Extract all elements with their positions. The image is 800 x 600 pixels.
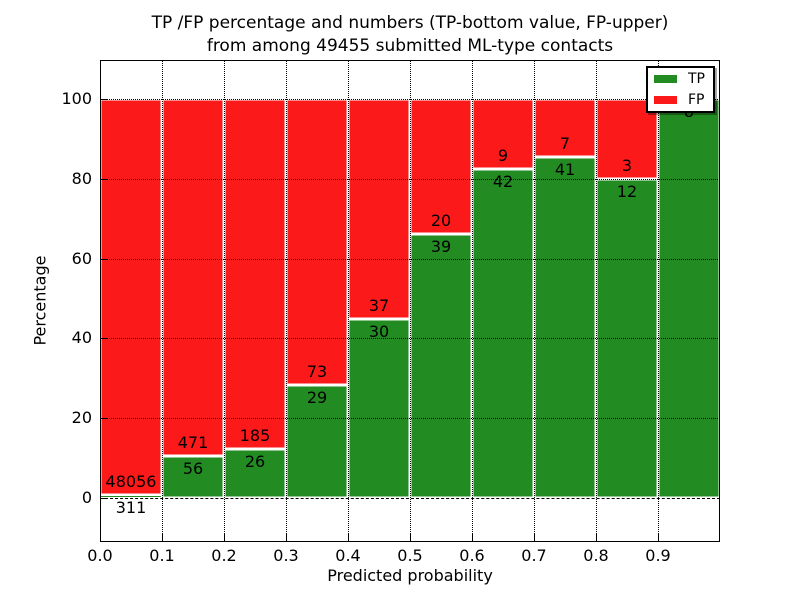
- y-tick-label: 40: [71, 328, 92, 348]
- fp-count-label: 73: [306, 361, 328, 381]
- x-tick-label: 0.5: [397, 546, 423, 565]
- x-axis-label: Predicted probability: [327, 566, 493, 585]
- gridline-vertical: [162, 60, 163, 542]
- x-tick-label: 0.4: [335, 546, 361, 565]
- fp-count-label: 185: [239, 425, 271, 445]
- x-tick-label: 0.8: [583, 546, 609, 565]
- gridline-vertical: [286, 60, 287, 542]
- bar-segment-fp: [534, 99, 596, 158]
- y-tick-mark: [100, 498, 107, 499]
- bar-segment-tp: [100, 495, 162, 498]
- tp-count-label: 29: [306, 387, 328, 407]
- x-tick-mark: [472, 534, 473, 541]
- bar-segment-tp: [348, 319, 410, 498]
- bar-segment-fp: [286, 99, 348, 385]
- x-tick-mark: [162, 534, 163, 541]
- legend-item: FP: [648, 90, 713, 110]
- gridline-vertical: [224, 60, 225, 542]
- gridline-vertical: [410, 60, 411, 542]
- bar-segment-fp: [348, 99, 410, 320]
- gridline-horizontal: [100, 418, 720, 420]
- x-tick-label: 0.9: [645, 546, 671, 565]
- x-tick-mark: [410, 534, 411, 541]
- gridline-horizontal: [100, 178, 720, 180]
- chart-title: TP /FP percentage and numbers (TP-bottom…: [110, 12, 710, 58]
- gridline-horizontal: [100, 338, 720, 340]
- bar-segment-tp: [658, 99, 720, 498]
- legend-swatch-tp: [654, 75, 677, 83]
- fp-count-label: 20: [430, 211, 452, 231]
- x-tick-mark: [596, 534, 597, 541]
- y-tick-label: 80: [71, 168, 92, 188]
- bar-segment-fp: [100, 99, 162, 496]
- y-tick-mark: [100, 338, 107, 340]
- x-tick-label: 0.6: [459, 546, 485, 565]
- x-tick-mark: [100, 534, 101, 541]
- gridline-vertical: [596, 60, 597, 542]
- legend-item: TP: [648, 69, 713, 89]
- plot-area: 4805631147156185267329373020399427413120…: [100, 60, 720, 542]
- tp-count-label: 12: [616, 181, 638, 201]
- x-tick-mark: [224, 534, 225, 541]
- bar-segment-tp: [472, 169, 534, 498]
- x-tick-mark: [658, 534, 659, 541]
- x-tick-label: 0.2: [211, 546, 237, 565]
- x-tick-label: 0.3: [273, 546, 299, 565]
- tp-count-label: 26: [244, 451, 266, 471]
- gridline-vertical: [348, 60, 349, 542]
- bar-segment-tp: [224, 448, 286, 498]
- y-tick-label: 20: [71, 408, 92, 428]
- legend: TP FP: [646, 66, 715, 113]
- x-tick-label: 0.0: [87, 546, 113, 565]
- x-tick-mark: [348, 534, 349, 541]
- gridline-horizontal: [100, 258, 720, 260]
- bar-segment-tp: [286, 384, 348, 498]
- legend-swatch-fp: [654, 96, 677, 104]
- legend-label: FP: [688, 92, 705, 108]
- fp-count-label: 9: [497, 146, 509, 166]
- bar-segment-fp: [162, 99, 224, 456]
- y-tick-mark: [100, 418, 107, 420]
- y-axis-label: Percentage: [30, 255, 50, 346]
- chart-title-line1: TP /FP percentage and numbers (TP-bottom…: [151, 13, 669, 33]
- tp-count-label: 39: [430, 237, 452, 257]
- y-tick-mark: [100, 99, 107, 100]
- gridline-vertical: [658, 60, 659, 542]
- legend-label: TP: [688, 71, 705, 87]
- bar-segment-tp: [410, 234, 472, 498]
- y-tick-mark: [100, 258, 107, 260]
- fp-count-label: 3: [621, 155, 633, 175]
- fp-count-label: 48056: [105, 472, 157, 492]
- x-tick-mark: [534, 534, 535, 541]
- gridline-vertical: [472, 60, 473, 542]
- y-tick-label: 100: [61, 89, 92, 108]
- gridline-horizontal: [100, 99, 720, 100]
- bar-segment-fp: [472, 99, 534, 170]
- tp-count-label: 30: [368, 322, 390, 342]
- y-tick-label: 60: [71, 248, 92, 268]
- tp-count-label: 311: [115, 498, 147, 518]
- fp-count-label: 471: [177, 432, 209, 452]
- gridline-vertical: [534, 60, 535, 542]
- x-tick-label: 0.7: [521, 546, 547, 565]
- fp-count-label: 37: [368, 296, 390, 316]
- tp-count-label: 56: [182, 458, 204, 478]
- x-tick-label: 0.1: [149, 546, 175, 565]
- bar-segment-fp: [224, 99, 286, 449]
- bar-segment-tp: [534, 157, 596, 498]
- fp-count-label: 7: [559, 134, 571, 154]
- gridline-horizontal: [100, 498, 720, 499]
- chart-title-line2: from among 49455 submitted ML-type conta…: [206, 36, 614, 56]
- tp-count-label: 41: [554, 160, 576, 180]
- x-tick-mark: [286, 534, 287, 541]
- bar-segment-fp: [410, 99, 472, 235]
- bar-segment-tp: [162, 455, 224, 498]
- y-tick-label: 0: [81, 488, 92, 507]
- y-tick-mark: [100, 178, 107, 180]
- tp-count-label: 42: [492, 172, 514, 192]
